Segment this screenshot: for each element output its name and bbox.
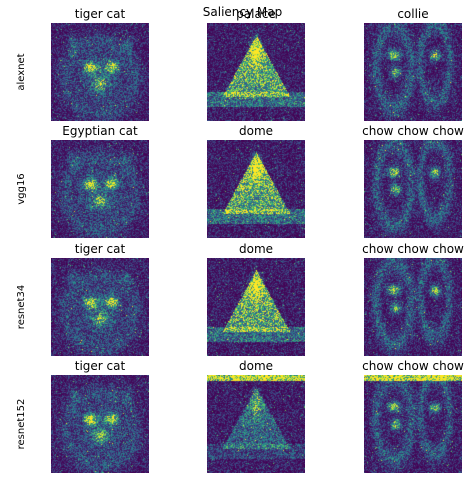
saliency-heatmap [207, 375, 305, 473]
saliency-panel-resnet34-2 [207, 258, 305, 356]
panel-title: tiger cat [74, 359, 126, 373]
panel-title: dome [238, 124, 274, 138]
saliency-panel-alexnet-2 [207, 23, 305, 121]
saliency-panel-alexnet-3 [364, 23, 462, 121]
saliency-heatmap [364, 140, 462, 238]
panel-title: dome [238, 242, 274, 256]
figure-title: Saliency Map [202, 5, 283, 19]
saliency-heatmap [364, 258, 462, 356]
saliency-heatmap [51, 258, 149, 356]
saliency-panel-vgg16-2 [207, 140, 305, 238]
saliency-heatmap [207, 258, 305, 356]
saliency-panel-resnet152-2 [207, 375, 305, 473]
panel-title: chow chow chow [362, 359, 464, 373]
saliency-panel-resnet152-3 [364, 375, 462, 473]
saliency-heatmap [51, 140, 149, 238]
saliency-heatmap [51, 375, 149, 473]
panel-title: tiger cat [74, 7, 126, 21]
panel-title: collie [397, 7, 429, 21]
saliency-panel-resnet34-1 [51, 258, 149, 356]
row-label-resnet34: resnet34 [16, 284, 27, 330]
saliency-panel-alexnet-1 [51, 23, 149, 121]
panel-title: palace [236, 7, 276, 21]
saliency-heatmap [51, 23, 149, 121]
panel-title: tiger cat [74, 242, 126, 256]
row-label-alexnet: alexnet [16, 53, 27, 91]
row-label-vgg16: vgg16 [16, 173, 27, 205]
saliency-heatmap [207, 140, 305, 238]
saliency-heatmap [364, 23, 462, 121]
saliency-panel-vgg16-3 [364, 140, 462, 238]
panel-title: chow chow chow [362, 242, 464, 256]
panel-title: dome [238, 359, 274, 373]
saliency-panel-resnet152-1 [51, 375, 149, 473]
row-label-resnet152: resnet152 [16, 398, 27, 450]
panel-title: Egyptian cat [62, 124, 138, 138]
saliency-heatmap [364, 375, 462, 473]
saliency-panel-vgg16-1 [51, 140, 149, 238]
panel-title: chow chow chow [362, 124, 464, 138]
saliency-heatmap [207, 23, 305, 121]
saliency-panel-resnet34-3 [364, 258, 462, 356]
